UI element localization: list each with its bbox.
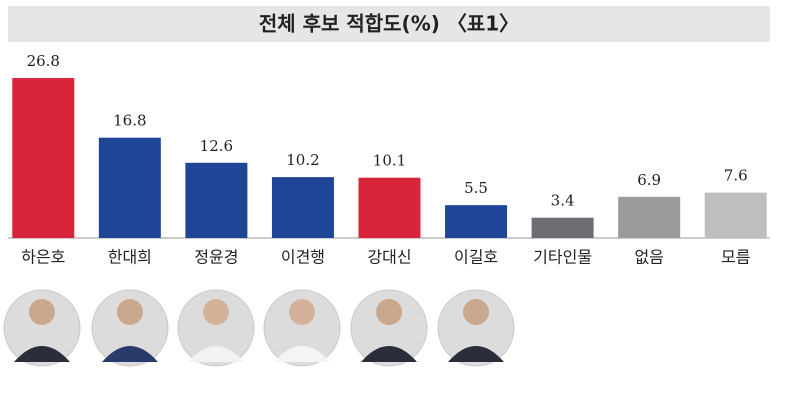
portrait bbox=[350, 289, 428, 367]
value-label: 6.9 bbox=[637, 171, 661, 189]
value-label: 3.4 bbox=[551, 192, 575, 210]
bar bbox=[618, 196, 681, 238]
portraits bbox=[3, 289, 515, 367]
category-label: 정윤경 bbox=[194, 248, 238, 267]
category-label: 한대희 bbox=[108, 248, 152, 267]
value-label: 5.5 bbox=[464, 179, 488, 197]
value-label: 10.1 bbox=[373, 152, 406, 170]
portrait bbox=[263, 289, 341, 367]
value-label: 10.2 bbox=[286, 151, 319, 169]
portrait bbox=[91, 289, 169, 367]
title-band bbox=[8, 6, 770, 42]
category-label: 없음 bbox=[634, 248, 663, 267]
portrait bbox=[437, 289, 515, 367]
value-label: 7.6 bbox=[724, 167, 748, 185]
category-label: 강대신 bbox=[367, 248, 411, 267]
category-label: 이견행 bbox=[281, 248, 325, 267]
bar bbox=[98, 137, 161, 238]
bar bbox=[531, 217, 594, 238]
category-label: 이길호 bbox=[454, 248, 498, 267]
portrait bbox=[177, 289, 255, 367]
value-label: 12.6 bbox=[200, 137, 233, 155]
bar bbox=[12, 78, 75, 238]
portrait bbox=[3, 289, 81, 367]
category-label: 기타인물 bbox=[533, 248, 592, 267]
value-label: 16.8 bbox=[113, 112, 146, 130]
category-label: 모름 bbox=[721, 248, 750, 267]
bar bbox=[358, 177, 421, 238]
category-label: 하은호 bbox=[21, 248, 65, 267]
bar bbox=[704, 192, 767, 238]
value-label: 26.8 bbox=[27, 52, 60, 70]
bar bbox=[271, 177, 334, 238]
chart-title: 전체 후보 적합도(%) 〈표1〉 bbox=[259, 12, 519, 36]
bar bbox=[185, 162, 248, 238]
bar bbox=[445, 205, 508, 238]
